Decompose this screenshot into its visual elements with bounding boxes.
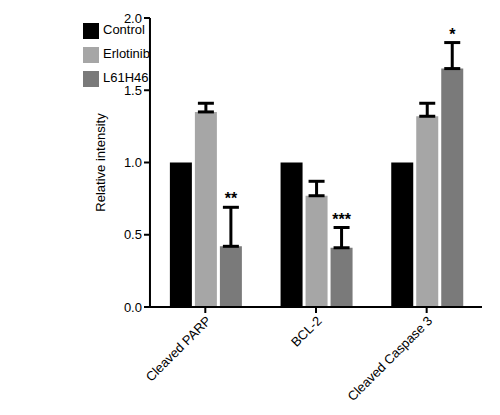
svg-text:BCL-2: BCL-2	[288, 313, 325, 350]
svg-text:1.0: 1.0	[124, 155, 142, 170]
svg-text:Cleaved PARP: Cleaved PARP	[143, 313, 214, 384]
html-text:L61H46: L61H46	[103, 70, 149, 85]
svg-text:1.5: 1.5	[124, 83, 142, 98]
svg-text:0.0: 0.0	[124, 300, 142, 315]
html-text:Control: Control	[103, 22, 145, 37]
svg-text:2.0: 2.0	[124, 11, 142, 26]
svg-text:**: **	[225, 190, 238, 207]
html-text:Erlotinib: Erlotinib	[103, 46, 150, 61]
svg-text:0.5: 0.5	[124, 227, 142, 242]
svg-text:***: ***	[332, 211, 351, 228]
svg-text:Relative intensity: Relative intensity	[93, 113, 108, 212]
svg-text:*: *	[449, 26, 456, 43]
svg-text:Cleaved Caspase 3: Cleaved Caspase 3	[344, 313, 435, 404]
